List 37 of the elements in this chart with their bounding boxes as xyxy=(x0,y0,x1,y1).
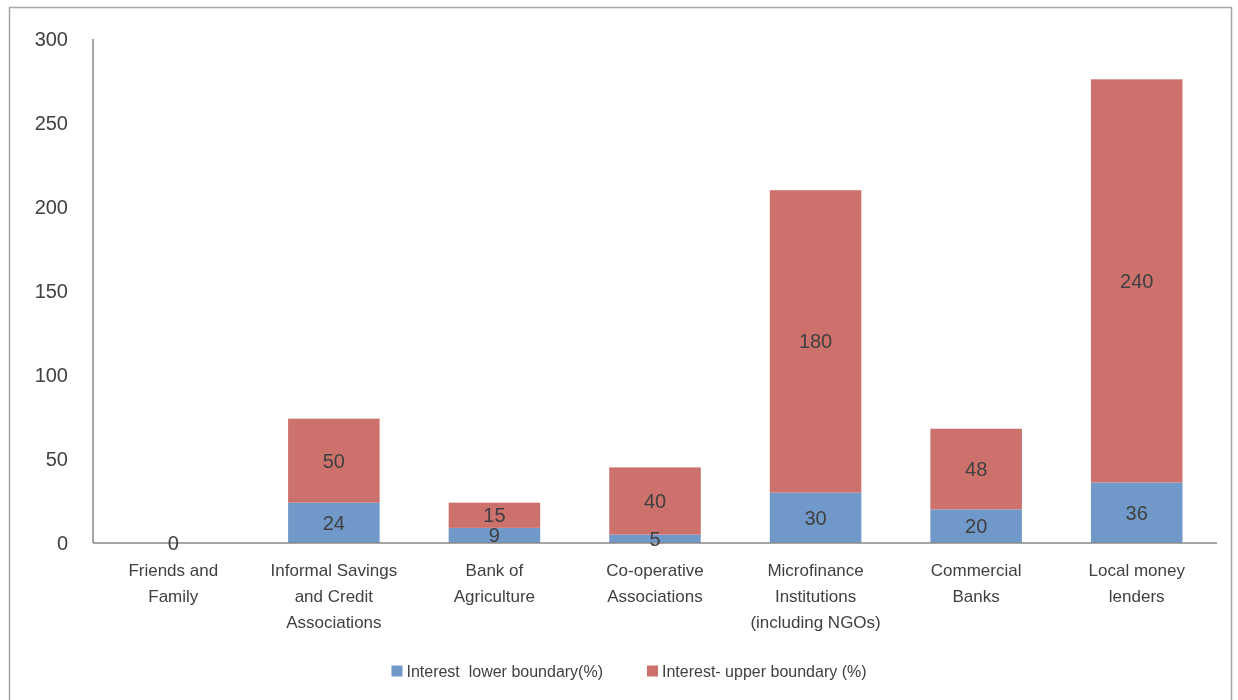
bar xyxy=(1090,482,1183,543)
x-tick-label: Microfinance Institutions (including NGOs) xyxy=(750,560,881,632)
legend-label: Interest- upper boundary (%) xyxy=(661,662,867,680)
data-label: 9 xyxy=(488,524,500,547)
y-tick-label: 50 xyxy=(45,448,68,470)
bar xyxy=(448,502,541,528)
bar xyxy=(288,502,380,543)
data-label: 50 xyxy=(322,449,345,472)
y-tick-label: 300 xyxy=(34,28,68,50)
data-label: 36 xyxy=(1125,501,1148,524)
x-tick-label: Informal Savings and Credit Associations xyxy=(270,560,398,632)
data-label: 0 xyxy=(167,532,179,554)
data-label: 180 xyxy=(798,330,833,353)
data-label: 24 xyxy=(322,511,345,534)
bar xyxy=(930,428,1022,510)
x-tick-label: Co-operative Associations xyxy=(606,560,704,606)
x-tick-label: Local money lenders xyxy=(1088,560,1186,606)
y-tick-label: 150 xyxy=(34,280,68,302)
y-tick-label: 200 xyxy=(34,196,68,218)
data-label: 40 xyxy=(643,490,667,512)
bar xyxy=(288,418,380,503)
data-label: 48 xyxy=(965,458,988,481)
x-tick-label: Friends and Family xyxy=(128,560,219,606)
bar xyxy=(1090,79,1183,483)
data-label: 15 xyxy=(483,504,506,527)
bar xyxy=(769,190,862,493)
bar xyxy=(930,509,1022,543)
bar xyxy=(769,492,862,543)
y-tick-label: 250 xyxy=(34,112,68,134)
x-tick-label: Commercial Banks xyxy=(930,560,1022,606)
y-tick-label: 0 xyxy=(56,532,68,554)
data-label: 20 xyxy=(965,515,988,538)
data-label: 30 xyxy=(804,506,827,529)
data-label: 240 xyxy=(1120,269,1154,292)
y-tick-label: 100 xyxy=(34,364,68,386)
legend-label: Interest lower boundary(%) xyxy=(406,662,603,680)
x-tick-label: Bank of Agriculture xyxy=(453,560,536,606)
